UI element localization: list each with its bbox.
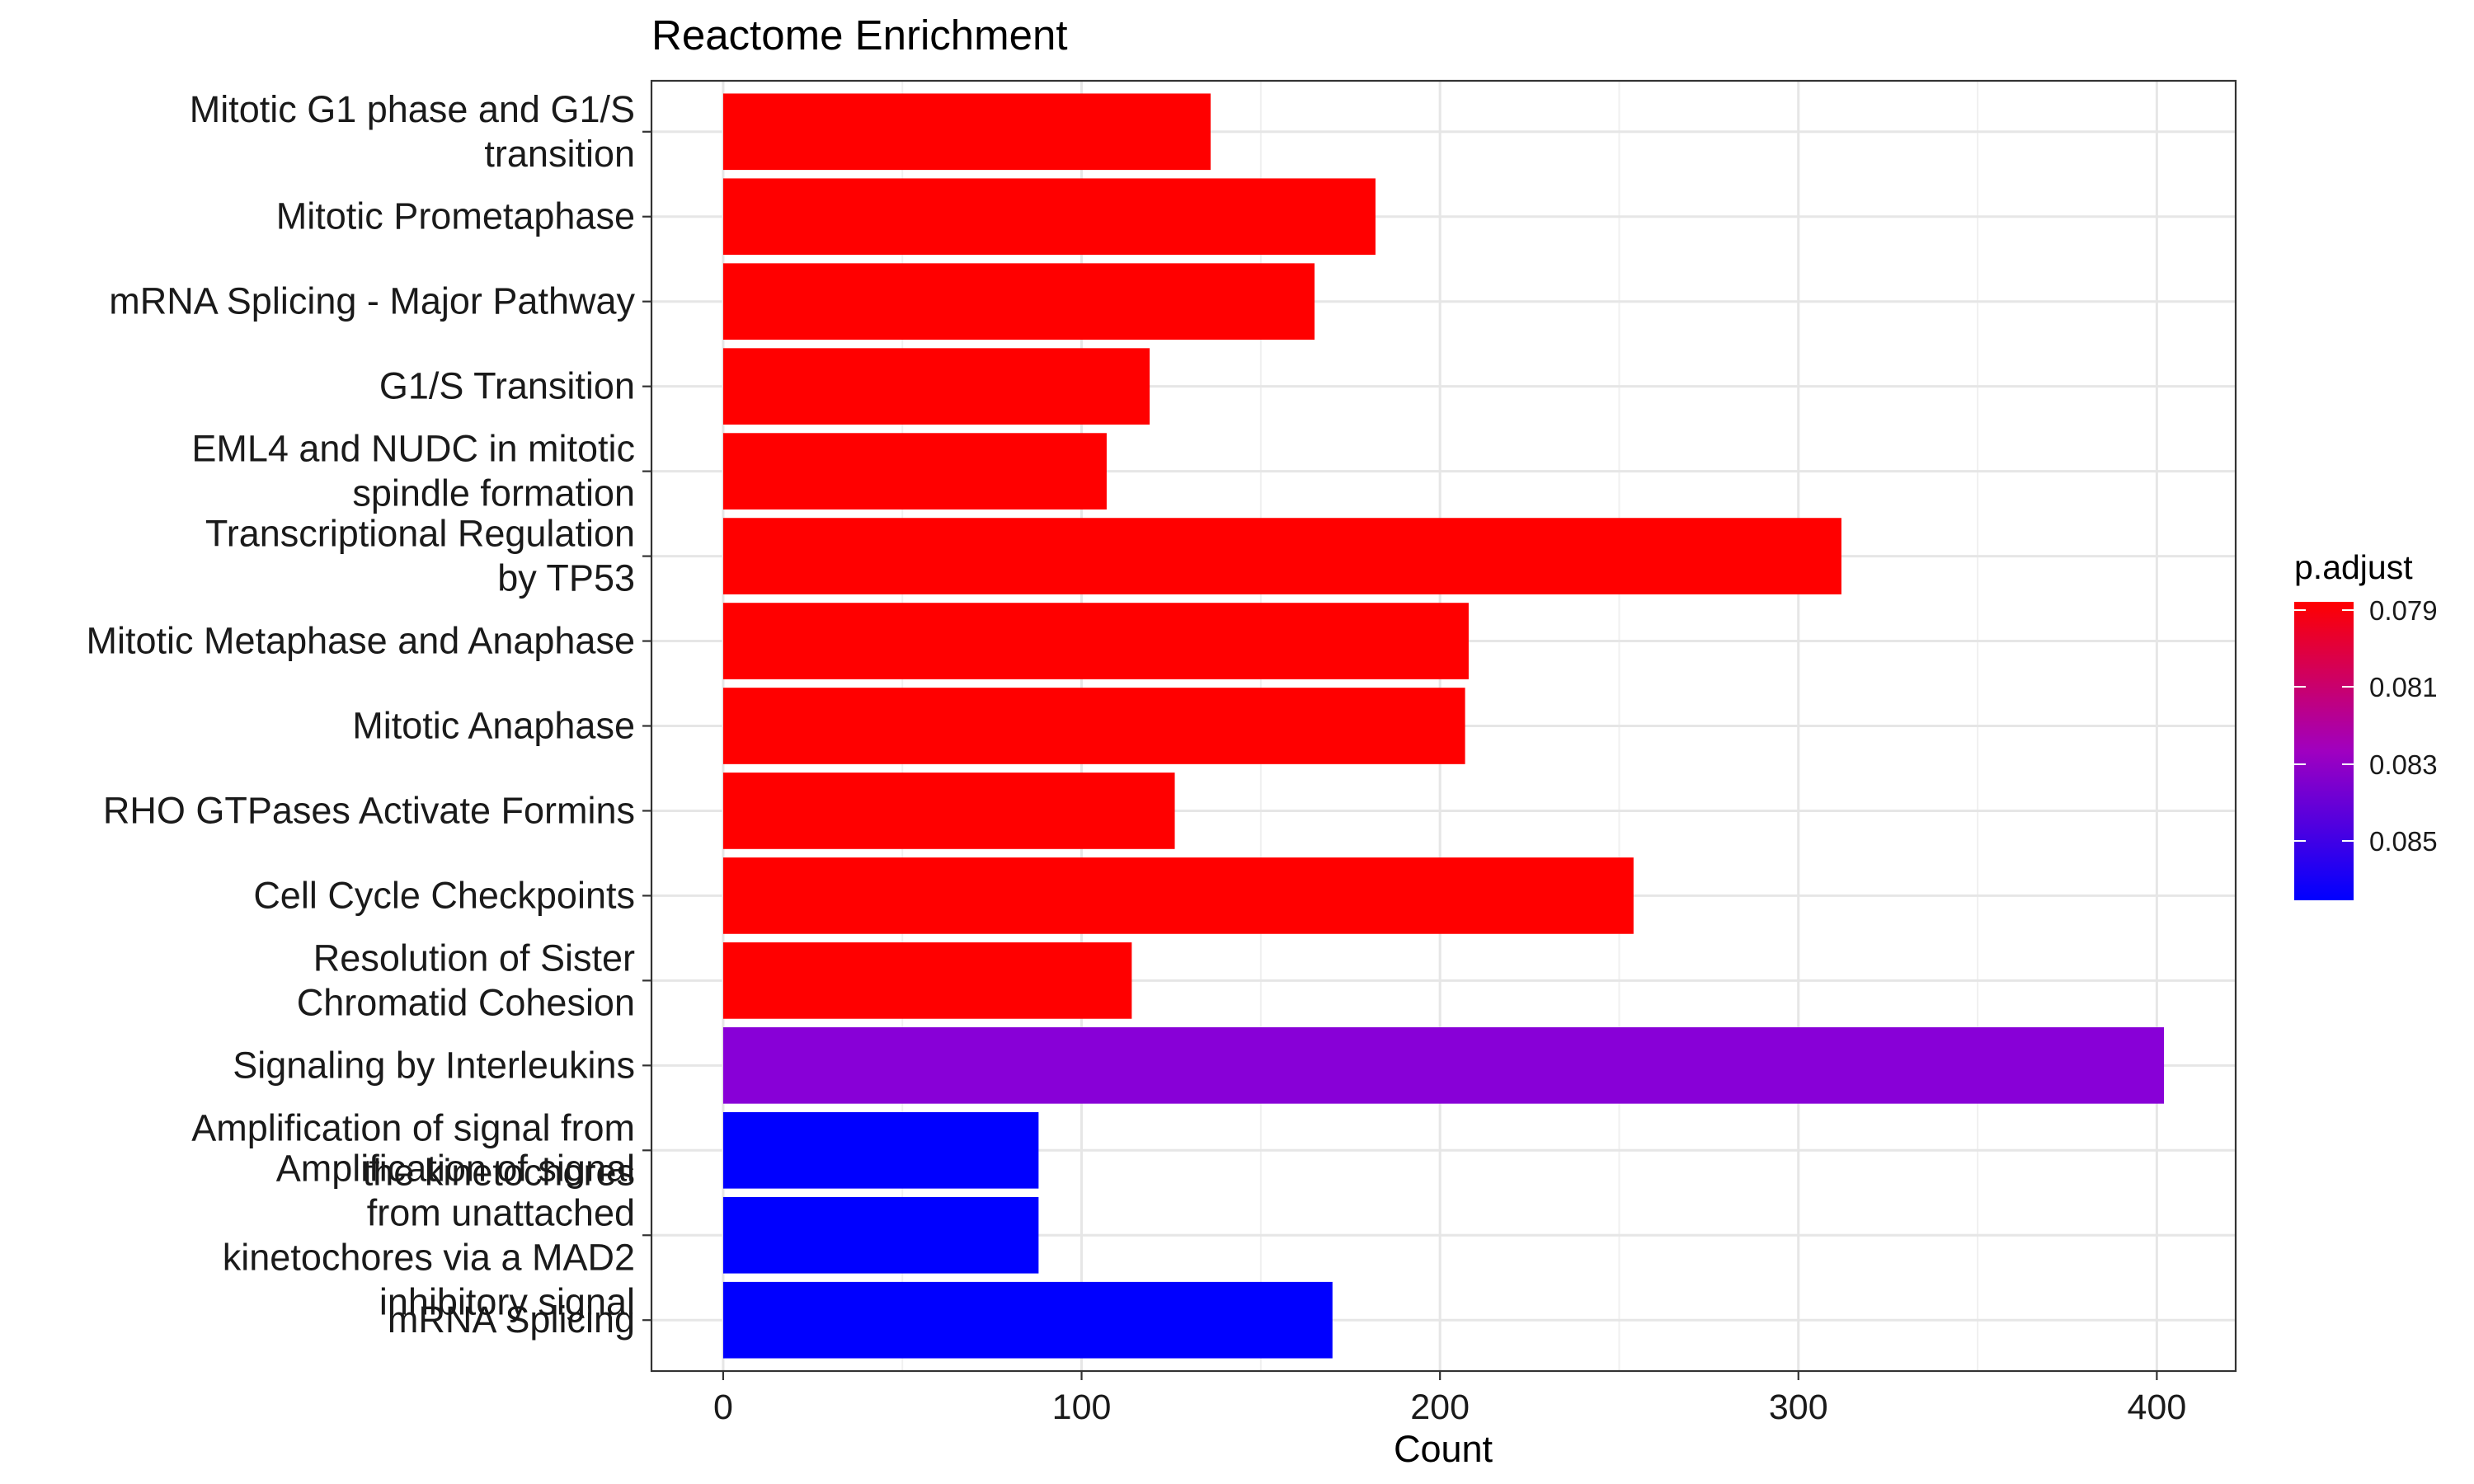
bar — [722, 1196, 1039, 1274]
bar — [722, 688, 1465, 764]
y-tick-label-line: Chromatid Cohesion — [297, 981, 635, 1023]
x-tick-label: 100 — [1052, 1388, 1112, 1427]
y-tick-label-line: Mitotic G1 phase and G1/S — [190, 88, 635, 130]
bar — [722, 1281, 1333, 1359]
y-tick-label: Cell Cycle Checkpoints — [253, 874, 635, 916]
x-tick-label: 400 — [2128, 1388, 2187, 1427]
legend-tick-label: 0.085 — [2369, 826, 2438, 857]
y-tick-label-line: Signaling by Interleukins — [233, 1044, 635, 1086]
bar — [722, 1111, 1039, 1189]
y-tick-label: Resolution of Sister Chromatid Cohesion — [297, 937, 635, 1023]
y-tick-label: Mitotic Anaphase — [352, 705, 635, 747]
y-tick-label: Signaling by Interleukins — [233, 1044, 635, 1086]
legend-tick-label: 0.081 — [2369, 672, 2438, 702]
y-tick-label: mRNA Splicing - Major Pathway — [109, 280, 635, 322]
bar — [722, 773, 1175, 849]
legend-colorbar — [2294, 602, 2354, 900]
legend: p.adjust 0.079 0.081 0.083 0.085 — [2294, 548, 2438, 900]
x-tick-label: 300 — [1769, 1388, 1828, 1427]
x-axis-title: Count — [1394, 1428, 1493, 1470]
y-tick-label-line: RHO GTPases Activate Formins — [103, 789, 635, 831]
y-tick-label-line: the kinetochores — [363, 1151, 635, 1193]
bar — [722, 433, 1107, 510]
y-axis-labels: Mitotic G1 phase and G1/S transitionMitot… — [87, 88, 636, 1341]
bar — [722, 942, 1132, 1019]
y-tick-label: RHO GTPases Activate Formins — [103, 789, 635, 831]
y-tick-label-line: Cell Cycle Checkpoints — [253, 874, 635, 916]
y-tick-label-line: Mitotic Anaphase — [352, 705, 635, 747]
y-tick-label-line: mRNA Splicing - Major Pathway — [109, 280, 635, 322]
y-tick-label-line: Mitotic Metaphase and Anaphase — [87, 620, 635, 662]
y-tick-label-line: Amplification of signal from — [191, 1106, 635, 1148]
y-tick-label-line: from unattached — [367, 1191, 635, 1233]
y-tick-label-line: EML4 and NUDC in mitotic — [191, 428, 635, 470]
y-tick-label-line: by TP53 — [497, 557, 635, 599]
y-tick-label-line: Resolution of Sister — [313, 937, 635, 979]
bars — [722, 93, 2165, 1359]
y-tick-label: G1/S Transition — [379, 365, 635, 407]
bar — [722, 178, 1376, 256]
x-axis-labels: 0 100 200 300 400 — [713, 1388, 2186, 1427]
y-tick-label-line: G1/S Transition — [379, 365, 635, 407]
y-tick-label-line: kinetochores via a MAD2 — [223, 1236, 635, 1278]
bar — [722, 518, 1841, 594]
y-tick-label: Mitotic G1 phase and G1/S transition — [190, 88, 635, 175]
y-tick-label-line: Mitotic Prometaphase — [276, 195, 635, 237]
y-axis-ticks — [642, 130, 651, 1322]
y-tick-label: EML4 and NUDC in mitotic spindle formatio… — [191, 428, 635, 514]
legend-ticks: 0.079 0.081 0.083 0.085 — [2294, 595, 2438, 857]
y-tick-label: Mitotic Prometaphase — [276, 195, 635, 237]
bar — [722, 857, 1634, 934]
legend-title: p.adjust — [2294, 548, 2413, 586]
y-tick-label: mRNA Splicing — [388, 1298, 635, 1341]
legend-tick-label: 0.083 — [2369, 749, 2438, 780]
x-tick-label: 200 — [1410, 1388, 1470, 1427]
bar — [722, 93, 1211, 171]
y-tick-label-line: Amplification of signal — [276, 1147, 635, 1189]
y-tick-label: Mitotic Metaphase and Anaphase — [87, 620, 635, 662]
bar — [722, 1027, 2165, 1104]
y-tick-label: Amplification of signal from the kinetoch… — [191, 1106, 635, 1193]
bar — [722, 348, 1150, 425]
y-tick-label: Transcriptional Regulation by TP53 — [205, 513, 635, 599]
bar — [722, 603, 1469, 679]
y-tick-label-line: transition — [484, 133, 635, 175]
y-tick-label-line: mRNA Splicing — [388, 1298, 635, 1341]
chart-title: Reactome Enrichment — [651, 12, 1068, 59]
y-tick-label-line: spindle formation — [352, 472, 635, 514]
x-tick-label: 0 — [713, 1388, 733, 1427]
x-axis-ticks — [722, 1371, 2158, 1380]
legend-tick-label: 0.079 — [2369, 595, 2438, 626]
y-tick-label-line: Transcriptional Regulation — [205, 513, 635, 555]
bar — [722, 263, 1315, 340]
y-tick-label: Amplification of signal from unattached ki… — [223, 1147, 635, 1322]
y-tick-label-line: inhibitory signal — [379, 1280, 635, 1322]
